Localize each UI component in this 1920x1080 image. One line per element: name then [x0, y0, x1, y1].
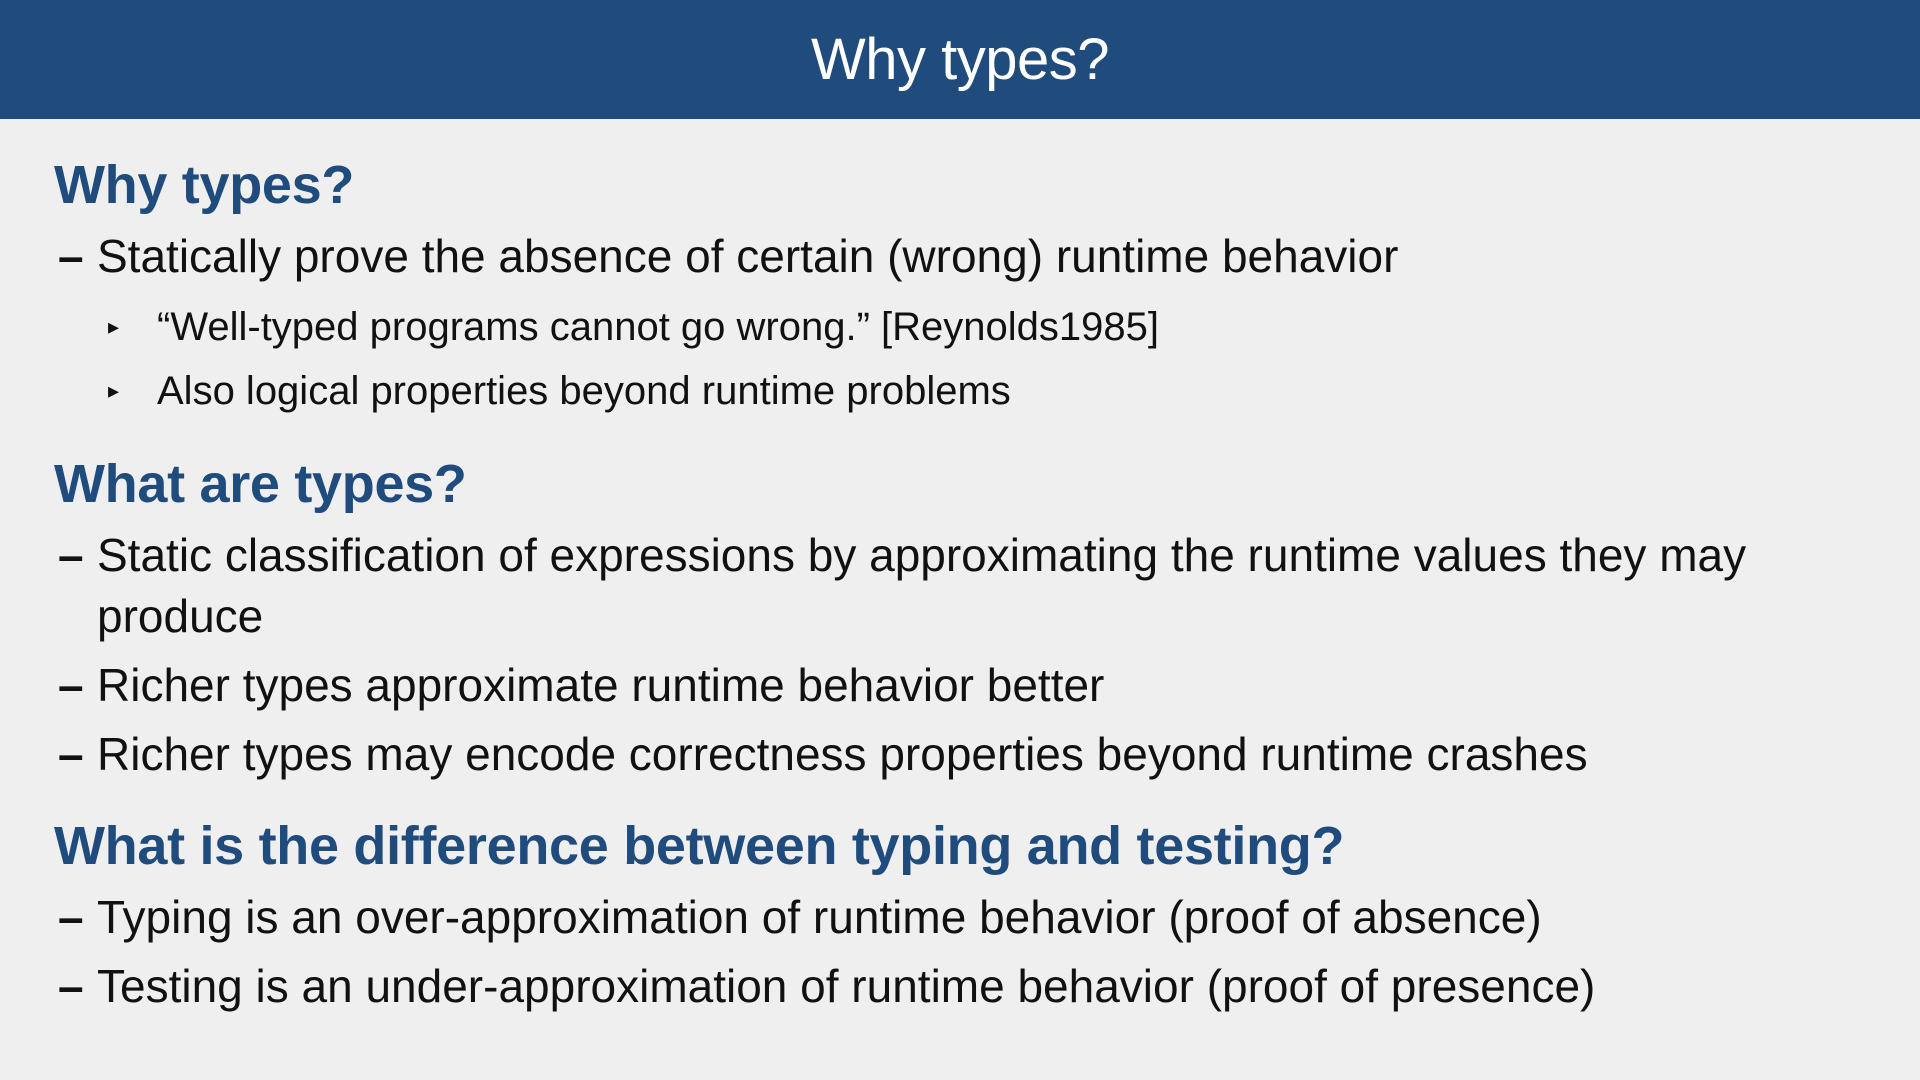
dash-bullet: –: [58, 891, 84, 943]
section-heading: Why types?: [54, 155, 355, 215]
sub-bullet-item: ▸ Also logical properties beyond runtime…: [108, 359, 1884, 423]
bullet-item: – Richer types approximate runtime behav…: [54, 655, 1884, 716]
triangle-bullet-icon: ▸: [108, 314, 120, 339]
slide-title: Why types?: [811, 27, 1110, 92]
dash-bullet: –: [58, 659, 84, 711]
bullet-text: Richer types may encode correctness prop…: [97, 728, 1588, 780]
bullet-item: – Testing is an under-approximation of r…: [54, 956, 1884, 1017]
sub-bullet-item: ▸ “Well-typed programs cannot go wrong.”…: [108, 295, 1884, 359]
section-heading: What is the difference between typing an…: [54, 816, 1345, 876]
dash-bullet: –: [58, 728, 84, 780]
bullet-text: Typing is an over-approximation of runti…: [97, 891, 1542, 943]
section-what-are-types: What are types? – Static classification …: [54, 449, 1884, 785]
dash-bullet: –: [58, 529, 84, 581]
section-typing-vs-testing: What is the difference between typing an…: [54, 811, 1884, 1017]
bullet-text: Static classification of expressions by …: [97, 529, 1747, 642]
sub-bullet-text: Also logical properties beyond runtime p…: [157, 369, 1011, 413]
slide-content: Why types? – Statically prove the absenc…: [54, 150, 1884, 1043]
bullet-text: Testing is an under-approximation of run…: [97, 960, 1596, 1012]
bullet-list: – Static classification of expressions b…: [54, 525, 1884, 785]
dash-bullet: –: [58, 960, 84, 1012]
bullet-item: – Richer types may encode correctness pr…: [54, 724, 1884, 785]
title-bar: Why types?: [0, 0, 1920, 119]
sub-bullet-text: “Well-typed programs cannot go wrong.” […: [157, 305, 1159, 349]
bullet-list: – Statically prove the absence of certai…: [54, 226, 1884, 287]
bullet-text: Statically prove the absence of certain …: [97, 230, 1399, 282]
bullet-item: – Static classification of expressions b…: [54, 525, 1884, 647]
triangle-bullet-icon: ▸: [108, 378, 120, 403]
bullet-list: – Typing is an over-approximation of run…: [54, 887, 1884, 1017]
bullet-item: – Statically prove the absence of certai…: [54, 226, 1884, 287]
bullet-text: Richer types approximate runtime behavio…: [97, 659, 1105, 711]
section-heading: What are types?: [54, 454, 467, 514]
dash-bullet: –: [58, 230, 84, 282]
sub-bullet-list: ▸ “Well-typed programs cannot go wrong.”…: [54, 295, 1884, 423]
bullet-item: – Typing is an over-approximation of run…: [54, 887, 1884, 948]
section-why-types: Why types? – Statically prove the absenc…: [54, 150, 1884, 423]
